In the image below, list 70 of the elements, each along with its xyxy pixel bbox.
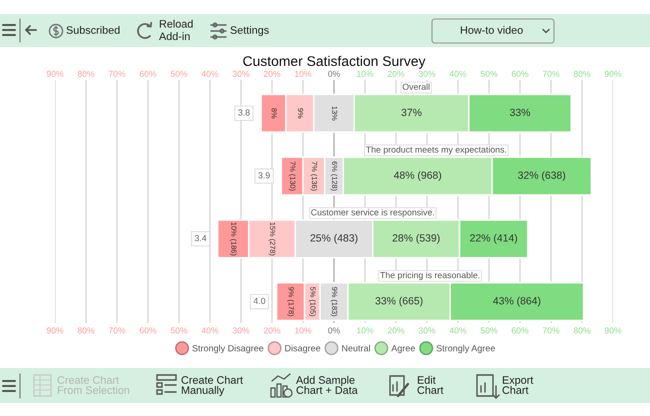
x2-tick-label: 20% <box>264 70 280 77</box>
annotation: 3.8 <box>238 109 250 116</box>
x2-tick-label: 30% <box>418 70 436 77</box>
x-tick-label: 80% <box>78 327 94 334</box>
x2-tick-label: 70% <box>108 70 126 77</box>
x2-tick-label: 70% <box>542 70 560 77</box>
x2-tick-label: 90% <box>46 70 64 77</box>
y-tick-label: The pricing is reasonable. <box>380 272 480 280</box>
y-tick-label: Customer service is responsive. <box>311 209 434 218</box>
x2-tick-label: 10% <box>295 70 312 77</box>
data-label: 22% (414) <box>470 234 518 244</box>
x2-tick-label: 80% <box>78 70 94 77</box>
text: Export Chart <box>502 376 534 394</box>
x-tick-label: 50% <box>170 327 188 334</box>
annotation: 3.9 <box>258 172 270 178</box>
text: How-to video <box>460 26 523 34</box>
legend-label: Neutral <box>342 344 370 352</box>
x-tick-label: 90% <box>604 327 622 334</box>
text: Create Chart From Selection <box>58 376 130 394</box>
y-tick-label: Overall <box>402 83 430 90</box>
data-label: 48% (968) <box>394 171 442 181</box>
x2-tick-label: 60% <box>512 70 528 77</box>
data-label: 33% <box>510 108 530 116</box>
legend-label: Disagree <box>285 344 320 354</box>
x-tick-label: 30% <box>232 327 250 334</box>
legend-label: Strongly Agree <box>436 344 495 354</box>
x-tick-label: 0% <box>328 327 340 334</box>
legend-label: Strongly Disagree <box>192 344 264 354</box>
x2-tick-label: 50% <box>170 70 188 77</box>
x-tick-label: 20% <box>264 327 280 334</box>
x-tick-label: 60% <box>512 327 528 334</box>
x2-tick-label: 30% <box>232 70 250 77</box>
text: Add Sample Chart + Data <box>296 376 358 394</box>
text: Settings <box>230 26 269 36</box>
x2-tick-label: 10% <box>357 70 374 77</box>
x2-tick-label: 80% <box>574 70 590 77</box>
x-tick-label: 30% <box>418 327 436 334</box>
x-tick-label: 80% <box>574 327 590 334</box>
text: Edit Chart <box>418 376 444 394</box>
x2-tick-label: 40% <box>450 70 466 77</box>
data-label: 32% (638) <box>518 171 566 181</box>
annotation: 3.4 <box>194 235 206 242</box>
text: Create Chart Manually <box>182 376 243 396</box>
x-tick-label: 40% <box>202 327 218 334</box>
text: Reload Add-in <box>159 20 193 40</box>
x-tick-label: 10% <box>357 327 374 334</box>
y-tick-label: The product meets my expectations. <box>366 146 506 154</box>
x-tick-label: 50% <box>480 327 498 334</box>
data-label: 25% (483) <box>310 234 358 244</box>
x-tick-label: 90% <box>46 327 64 334</box>
text: Subscribed <box>66 26 120 34</box>
annotation: 4.0 <box>254 298 266 304</box>
x2-tick-label: 0% <box>328 70 340 77</box>
x2-tick-label: 20% <box>388 70 404 77</box>
data-label: 43% (864) <box>493 296 540 306</box>
x-tick-label: 70% <box>108 327 126 334</box>
x2-tick-label: 50% <box>480 70 498 77</box>
x-tick-label: 70% <box>542 327 560 334</box>
x-tick-label: 10% <box>295 327 312 334</box>
x-tick-label: 20% <box>388 327 404 334</box>
x-tick-label: 40% <box>450 327 466 334</box>
x2-tick-label: 60% <box>140 70 156 77</box>
data-label: 37% <box>401 108 422 116</box>
x-tick-label: 60% <box>140 327 156 334</box>
data-label: 28% (539) <box>392 234 440 244</box>
x2-tick-label: 90% <box>604 70 622 77</box>
data-label: 33% (665) <box>375 296 422 306</box>
chart-title: Customer Satisfaction Survey <box>243 56 426 69</box>
x2-tick-label: 40% <box>202 70 218 77</box>
legend-label: Agree <box>391 345 415 354</box>
